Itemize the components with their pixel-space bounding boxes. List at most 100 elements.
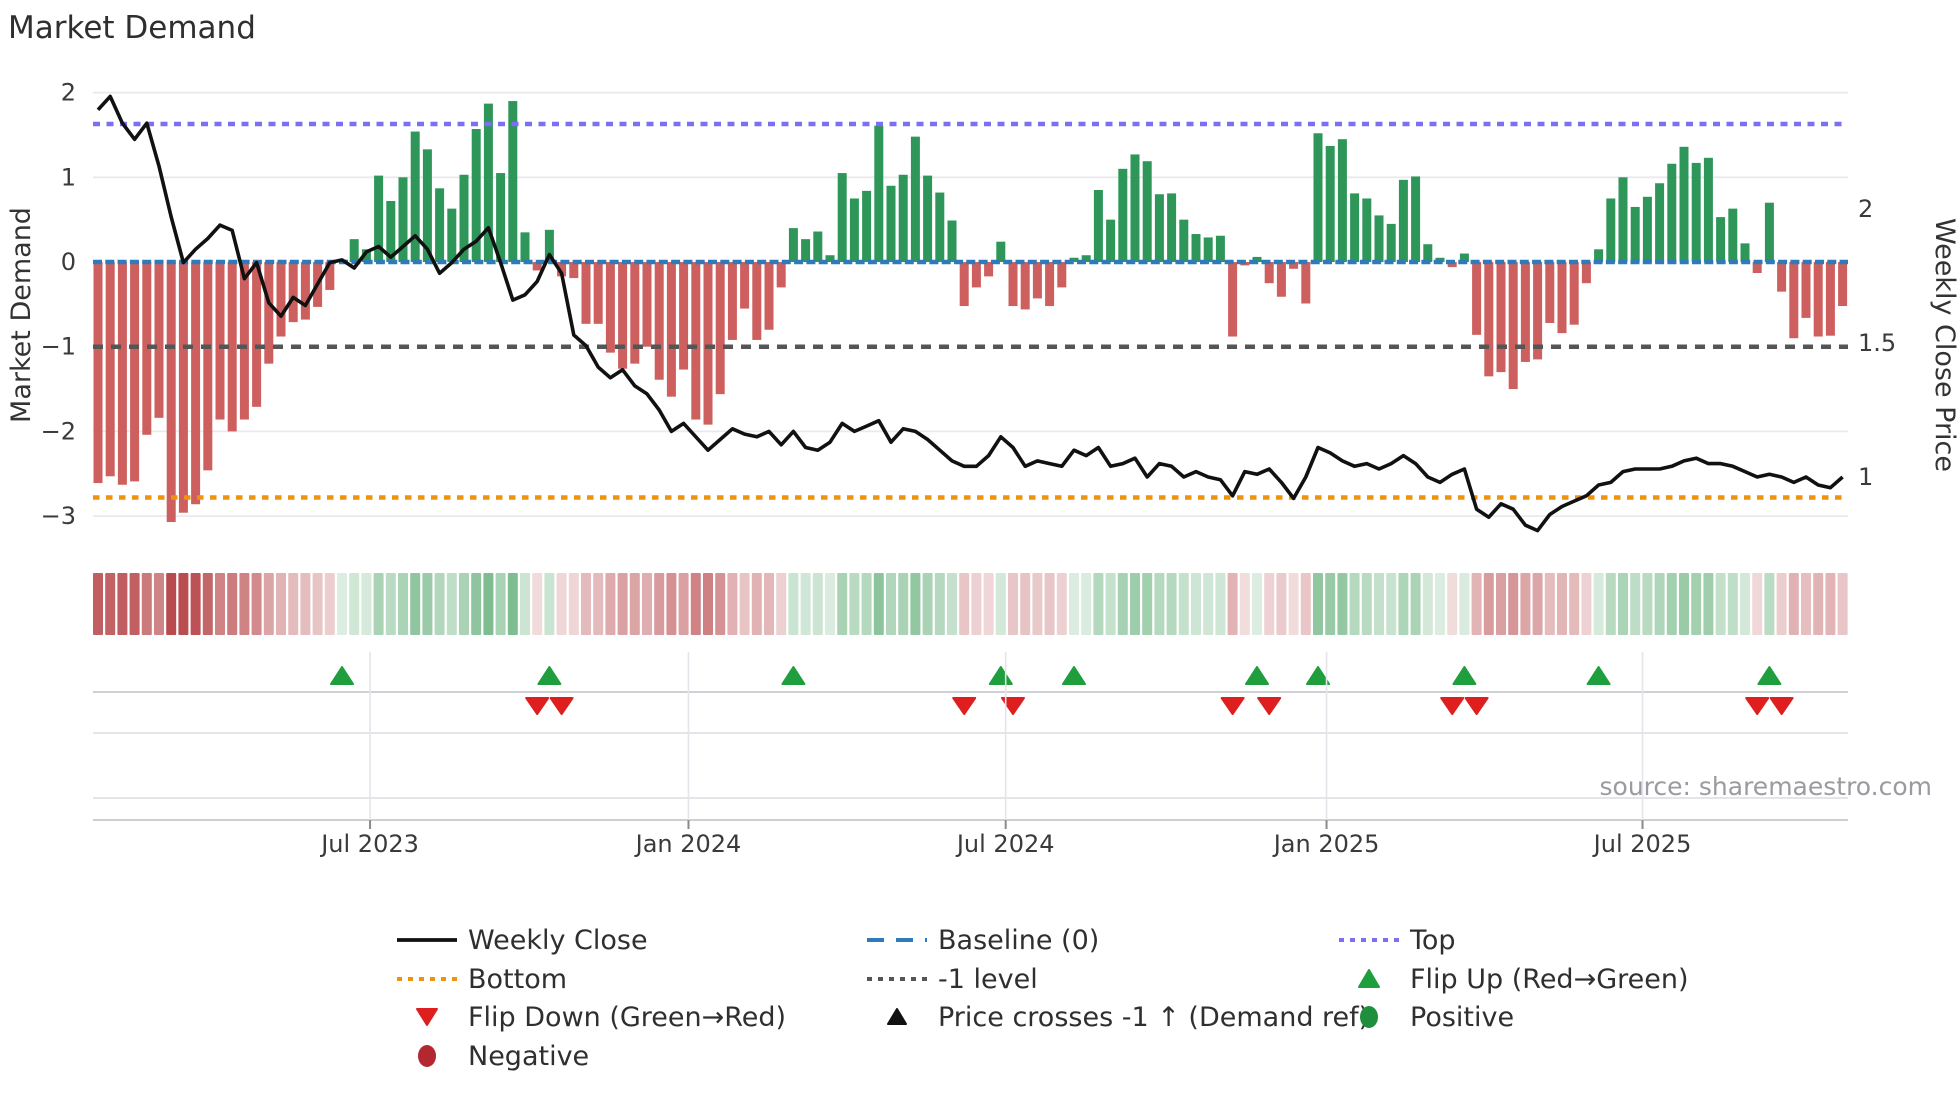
demand-bar-negative <box>1533 262 1543 360</box>
x-tick-label: Jan 2025 <box>1272 830 1380 858</box>
heatmap-cell <box>1032 573 1043 635</box>
demand-bar-positive <box>1118 168 1128 262</box>
heatmap-cell <box>544 573 555 635</box>
legend-label: Top <box>1409 925 1456 956</box>
heatmap-cell <box>1496 573 1506 635</box>
heatmap-cell <box>690 573 701 635</box>
x-tick-label: Jul 2025 <box>1592 830 1692 858</box>
demand-bar-positive <box>1069 257 1079 262</box>
demand-bar-positive <box>544 229 554 262</box>
demand-bar-negative <box>1545 262 1555 323</box>
demand-bar-negative <box>1520 262 1530 362</box>
demand-bar-negative <box>1777 262 1787 292</box>
demand-bar-positive <box>374 175 384 262</box>
heatmap-cell <box>263 573 274 635</box>
heatmap-cell <box>446 573 457 635</box>
heatmap-cell <box>1813 573 1824 635</box>
demand-bar-positive <box>837 173 847 262</box>
demand-bar-positive <box>1716 217 1726 262</box>
demand-bar-negative <box>1801 262 1811 318</box>
right-tick-label: 1 <box>1858 463 1873 491</box>
heatmap-cell <box>1471 573 1482 635</box>
flip-up-marker <box>1062 666 1086 685</box>
heatmap-cell <box>971 573 982 635</box>
legend-price-cross-icon <box>887 1008 907 1025</box>
demand-bar-negative <box>1057 262 1067 288</box>
heatmap-cell <box>1801 573 1811 635</box>
demand-bar-positive <box>1350 193 1360 262</box>
heatmap-cell <box>1715 573 1726 635</box>
heatmap-cell <box>385 573 396 635</box>
demand-bar-positive <box>1386 223 1396 262</box>
legend-label: Flip Down (Green→Red) <box>468 1002 786 1033</box>
flip-up-marker <box>1306 666 1330 685</box>
heatmap-cell <box>751 573 762 635</box>
flip-down-marker <box>1745 697 1770 715</box>
flip-up-marker <box>1452 666 1477 685</box>
demand-bar-negative <box>1264 262 1274 284</box>
heatmap-cell <box>1081 573 1092 635</box>
demand-bar-negative <box>740 262 750 309</box>
demand-bar-positive <box>459 174 469 262</box>
heatmap-cell <box>1130 573 1140 635</box>
heatmap-cell <box>1447 573 1458 635</box>
left-tick-label: 0 <box>61 248 76 276</box>
demand-bar-negative <box>227 262 237 432</box>
heatmap-cell <box>788 573 799 635</box>
left-tick-label: −3 <box>41 502 76 530</box>
demand-bar-positive <box>1728 208 1738 262</box>
demand-bar-negative <box>1472 262 1482 335</box>
heatmap-cell <box>93 573 103 635</box>
heatmap-cell <box>1178 573 1189 635</box>
demand-bar-positive <box>1655 183 1665 262</box>
heatmap-cell <box>1837 573 1848 635</box>
heatmap-cell <box>398 573 408 635</box>
flip-down-marker <box>549 697 574 715</box>
demand-bar-negative <box>679 262 689 370</box>
heatmap-cell <box>629 573 640 635</box>
heatmap-cell <box>837 573 848 635</box>
demand-bar-negative <box>593 262 603 324</box>
heatmap-cell <box>459 573 469 635</box>
demand-bar-positive <box>1130 154 1140 262</box>
demand-bar-positive <box>813 231 823 262</box>
demand-bar-positive <box>862 190 872 262</box>
heatmap-cell <box>1300 573 1311 635</box>
heatmap-cell <box>1056 573 1067 635</box>
demand-bar-positive <box>349 239 359 262</box>
heatmap-cell <box>605 573 616 635</box>
demand-bar-negative <box>191 262 201 505</box>
heatmap-cell <box>337 573 347 635</box>
demand-bar-negative <box>166 262 176 523</box>
legend-label: -1 level <box>938 964 1038 995</box>
heatmap-cell <box>776 573 787 635</box>
demand-bar-negative <box>1301 262 1311 304</box>
demand-bar-negative <box>203 262 213 471</box>
flip-down-marker <box>1440 697 1465 715</box>
heatmap-cell <box>715 573 726 635</box>
demand-bar-positive <box>1106 219 1116 262</box>
heatmap-cell <box>922 573 933 635</box>
demand-bar-positive <box>1203 237 1213 262</box>
heatmap-cell <box>532 573 543 635</box>
heatmap-cell <box>1105 573 1116 635</box>
heatmap-cell <box>1618 573 1628 635</box>
source-text: source: sharemaestro.com <box>1600 772 1933 801</box>
heatmap-cell <box>1203 573 1214 635</box>
heatmap-cell <box>617 573 628 635</box>
demand-bar-positive <box>1606 198 1616 262</box>
demand-bar-negative <box>117 262 127 485</box>
heatmap-cell <box>141 573 152 635</box>
heatmap-cell <box>1508 573 1519 635</box>
demand-bar-negative <box>654 262 664 380</box>
heatmap-cell <box>1337 573 1348 635</box>
heatmap-cell <box>934 573 945 635</box>
flip-down-marker <box>525 697 550 715</box>
demand-bar-positive <box>1667 163 1677 262</box>
heatmap-cell <box>568 573 579 635</box>
demand-bar-positive <box>435 188 445 262</box>
heatmap-cell <box>1215 573 1226 635</box>
heatmap-cell <box>642 573 652 635</box>
heatmap-cell <box>764 573 774 635</box>
legend-flip-down-icon <box>416 1008 438 1026</box>
